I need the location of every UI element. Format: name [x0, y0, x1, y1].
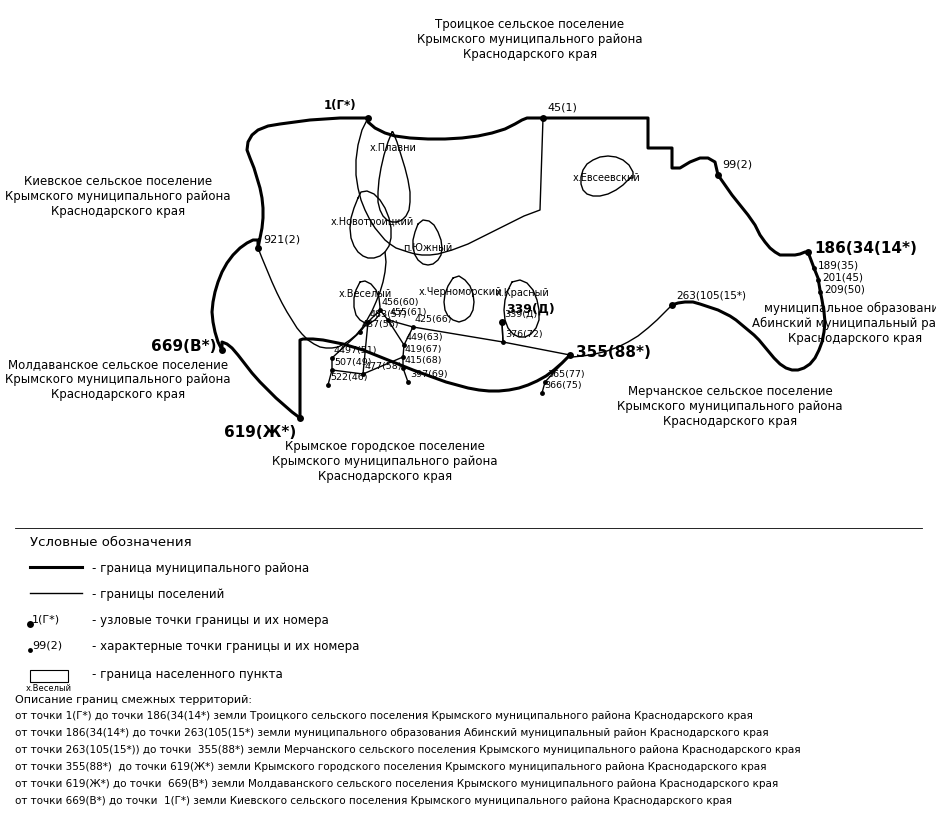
Text: 419(67): 419(67): [404, 345, 442, 354]
Text: х.Евсеевский: х.Евсеевский: [573, 173, 640, 183]
Text: - узловые точки границы и их номера: - узловые точки границы и их номера: [92, 614, 329, 627]
Text: - граница населенного пункта: - граница населенного пункта: [92, 668, 283, 681]
Text: Условные обозначения: Условные обозначения: [30, 536, 192, 549]
Text: х.Веселый: х.Веселый: [26, 684, 72, 693]
Text: х.Веселый: х.Веселый: [338, 289, 391, 299]
Text: 365(77): 365(77): [547, 370, 584, 379]
Text: х.Красный: х.Красный: [495, 288, 549, 298]
Text: 99(2): 99(2): [32, 640, 62, 650]
Text: 45(1): 45(1): [547, 102, 577, 112]
Text: от точки 263(105(15*)) до точки  355(88*) земли Мерчанского сельского поселения : от точки 263(105(15*)) до точки 355(88*)…: [15, 745, 799, 755]
Text: 339(Д): 339(Д): [505, 303, 554, 316]
Text: 483(57): 483(57): [370, 310, 407, 319]
Text: Мерчанское сельское поселение
Крымского муниципального района
Краснодарского кра: Мерчанское сельское поселение Крымского …: [617, 385, 841, 428]
Text: 477(58): 477(58): [365, 362, 402, 371]
Text: 425(66): 425(66): [415, 315, 452, 324]
Text: 189(35): 189(35): [817, 260, 858, 270]
Text: 209(50): 209(50): [823, 284, 864, 294]
Text: Крымское городское поселение
Крымского муниципального района
Краснодарского края: Крымское городское поселение Крымского м…: [272, 440, 497, 483]
Text: Молдаванское сельское поселение
Крымского муниципального района
Краснодарского к: Молдаванское сельское поселение Крымског…: [6, 358, 230, 401]
Text: муниципальное образование
Абинский муниципальный район
Краснодарского края: муниципальное образование Абинский муниц…: [751, 302, 936, 345]
Text: 397(69): 397(69): [410, 370, 447, 379]
Text: 339(Д): 339(Д): [504, 310, 536, 319]
Text: Троицкое сельское поселение
Крымского муниципального района
Краснодарского края: Троицкое сельское поселение Крымского му…: [417, 18, 642, 61]
Text: 1(Г*): 1(Г*): [32, 614, 60, 624]
Bar: [30, 670, 68, 682]
Text: 449(63): 449(63): [405, 333, 443, 342]
Text: 456(60): 456(60): [382, 298, 419, 307]
Text: от точки 355(88*)  до точки 619(Ж*) земли Крымского городского поселения Крымско: от точки 355(88*) до точки 619(Ж*) земли…: [15, 762, 766, 772]
Text: - границы поселений: - границы поселений: [92, 588, 224, 601]
Text: х.Плавни: х.Плавни: [369, 143, 416, 153]
Text: 4497(51): 4497(51): [333, 346, 377, 355]
Text: 415(68): 415(68): [404, 356, 442, 365]
Text: 355(88*): 355(88*): [576, 345, 651, 360]
Text: 201(45): 201(45): [821, 272, 862, 282]
Text: 366(75): 366(75): [544, 381, 581, 390]
Text: 263(105(15*): 263(105(15*): [675, 290, 745, 300]
Text: от точки 669(В*) до точки  1(Г*) земли Киевского сельского поселения Крымского м: от точки 669(В*) до точки 1(Г*) земли Ки…: [15, 796, 731, 806]
Text: Описание границ смежных территорий:: Описание границ смежных территорий:: [15, 695, 252, 705]
Text: п.Южный: п.Южный: [402, 243, 452, 253]
Text: 99(2): 99(2): [722, 159, 752, 169]
Text: 921(2): 921(2): [263, 234, 300, 244]
Text: х.Новотроицкий: х.Новотроицкий: [330, 217, 413, 227]
Text: х.Черноморский: х.Черноморский: [417, 287, 501, 297]
Text: от точки 1(Г*) до точки 186(34(14*) земли Троицкого сельского поселения Крымског: от точки 1(Г*) до точки 186(34(14*) земл…: [15, 711, 752, 721]
Text: 376(72): 376(72): [505, 330, 542, 339]
Text: 522(46): 522(46): [329, 373, 367, 382]
Text: 669(В*): 669(В*): [152, 338, 217, 353]
Text: Киевское сельское поселение
Крымского муниципального района
Краснодарского края: Киевское сельское поселение Крымского му…: [6, 175, 230, 218]
Text: 186(34(14*): 186(34(14*): [813, 241, 916, 256]
Text: - характерные точки границы и их номера: - характерные точки границы и их номера: [92, 640, 359, 653]
Text: от точки 186(34(14*) до точки 263(105(15*) земли муниципального образования Абин: от точки 186(34(14*) до точки 263(105(15…: [15, 728, 768, 738]
Text: 619(Ж*): 619(Ж*): [224, 425, 296, 440]
Text: 507(49): 507(49): [333, 358, 371, 367]
Text: от точки 619(Ж*) до точки  669(В*) земли Молдаванского сельского поселения Крымс: от точки 619(Ж*) до точки 669(В*) земли …: [15, 779, 778, 789]
Text: - граница муниципального района: - граница муниципального района: [92, 562, 309, 575]
Text: 455(61): 455(61): [389, 308, 427, 317]
Text: 1(Г*): 1(Г*): [323, 99, 356, 112]
Text: 487(56): 487(56): [361, 320, 399, 329]
